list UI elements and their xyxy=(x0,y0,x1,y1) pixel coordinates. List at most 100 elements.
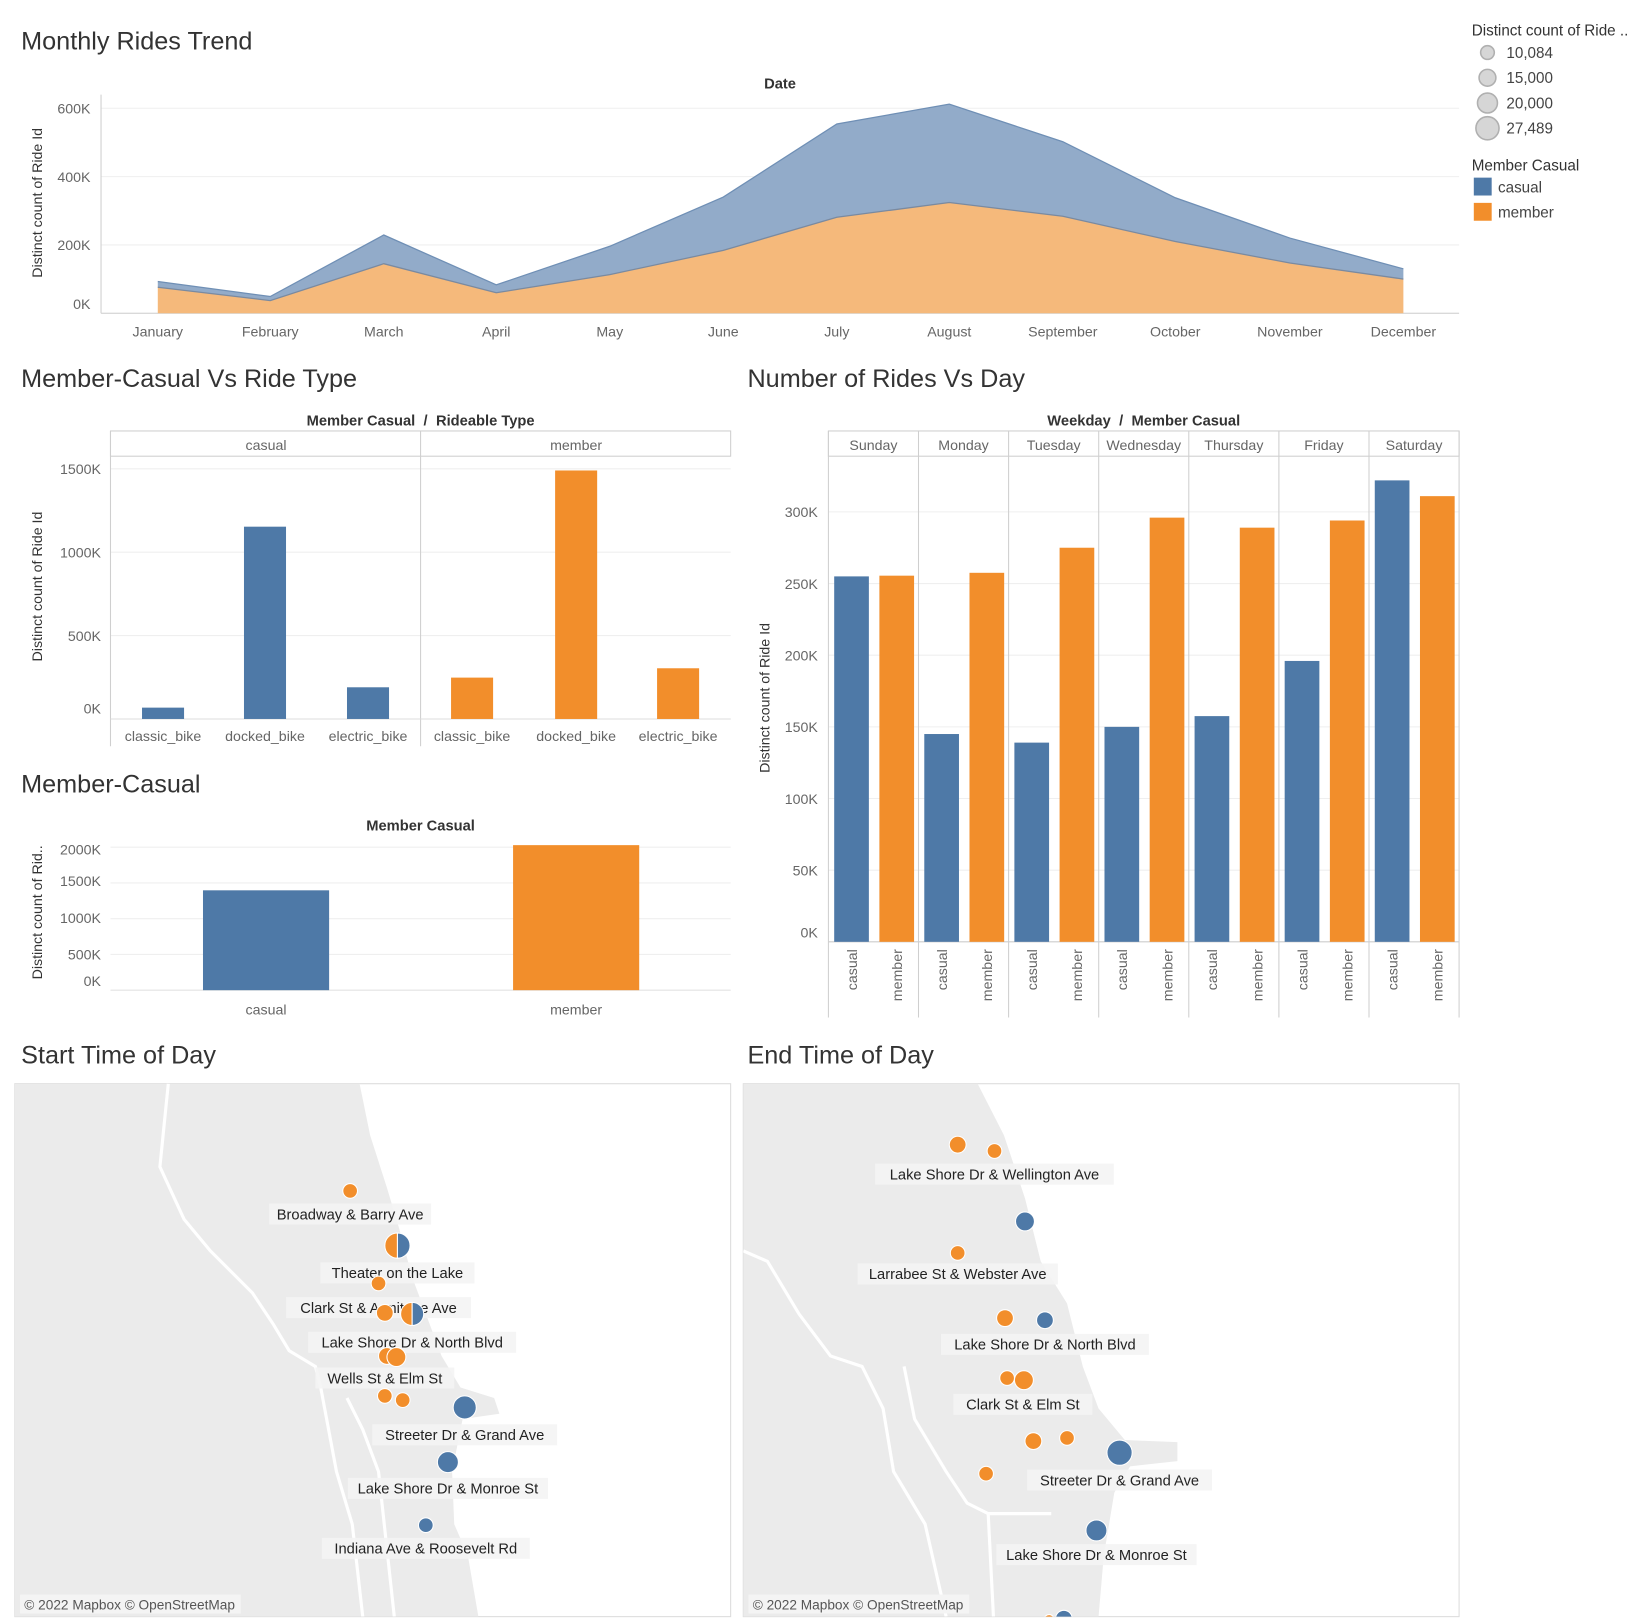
data-point-member[interactable] xyxy=(156,285,160,289)
bar-friday-member[interactable] xyxy=(1329,520,1365,942)
bar-member-electric_bike[interactable] xyxy=(657,668,700,719)
station-marker-casual[interactable] xyxy=(1085,1519,1108,1542)
station-marker-casual[interactable] xyxy=(417,1517,434,1534)
station-marker-casual[interactable] xyxy=(396,1232,411,1259)
data-point-member[interactable] xyxy=(494,291,498,295)
data-point-member[interactable] xyxy=(947,200,951,204)
size-legend-circle-icon[interactable] xyxy=(1476,92,1499,114)
bar-wednesday-member[interactable] xyxy=(1149,517,1185,942)
swatch-casual[interactable] xyxy=(1473,177,1492,196)
bar-thursday-member[interactable] xyxy=(1239,527,1275,942)
station-marker-member[interactable] xyxy=(949,1245,966,1261)
bar-casual-classic_bike[interactable] xyxy=(142,707,185,719)
station-marker-member[interactable] xyxy=(1013,1370,1034,1391)
size-legend[interactable]: 10,084 15,000 20,000 27,489 xyxy=(1475,44,1554,141)
station-marker-member[interactable] xyxy=(996,1309,1014,1328)
bar-saturday-casual[interactable] xyxy=(1374,480,1410,942)
size-legend-label: 15,000 xyxy=(1506,70,1553,87)
color-legend[interactable]: casual member xyxy=(1473,177,1554,222)
bar-casual-docked_bike[interactable] xyxy=(243,526,287,719)
station-marker-casual[interactable] xyxy=(452,1395,477,1420)
bar-plot: 0K 500K 1000K 1500K 2000K casual member xyxy=(60,843,731,1018)
end-map[interactable]: Lake Shore Dr & Wellington Ave Larrabee S… xyxy=(742,1083,1460,1624)
color-legend-label: member xyxy=(1498,205,1554,222)
river-road-line xyxy=(902,1366,996,1617)
station-label: Lake Shore Dr & North Blvd xyxy=(321,1336,502,1352)
station-marker-member[interactable] xyxy=(394,1392,411,1408)
station-marker-casual[interactable] xyxy=(1036,1311,1054,1330)
data-point-member[interactable] xyxy=(382,262,386,266)
station-marker-member[interactable] xyxy=(342,1183,359,1199)
station-marker-member[interactable] xyxy=(375,1303,394,1322)
data-point-casual[interactable] xyxy=(268,294,272,298)
station-marker-casual[interactable] xyxy=(1055,1609,1073,1624)
bar-friday-casual[interactable] xyxy=(1284,660,1320,942)
station-marker-casual[interactable] xyxy=(1014,1211,1035,1232)
bar-plot: 0K 500K 1000K 1500K casual classic_bike docked… xyxy=(60,430,732,747)
size-legend-circle-icon[interactable] xyxy=(1475,115,1500,141)
size-legend-circle-icon[interactable] xyxy=(1479,44,1496,61)
bar-casual[interactable] xyxy=(202,890,330,991)
data-point-casual[interactable] xyxy=(835,122,839,126)
data-point-casual[interactable] xyxy=(1061,140,1065,144)
header-part: Member Casual xyxy=(307,414,416,430)
data-point-member[interactable] xyxy=(1288,261,1292,265)
station-marker-member[interactable] xyxy=(400,1301,413,1327)
data-point-member[interactable] xyxy=(608,273,612,277)
size-legend-circle-icon[interactable] xyxy=(1478,68,1497,87)
station-marker-member[interactable] xyxy=(386,1347,407,1367)
bar-sunday-member[interactable] xyxy=(879,575,915,942)
y-tick-label: 200K xyxy=(57,238,91,254)
station-marker-casual[interactable] xyxy=(436,1451,459,1474)
bar-monday-casual[interactable] xyxy=(924,734,959,942)
bar-monday-member[interactable] xyxy=(969,572,1005,942)
data-point-member[interactable] xyxy=(721,248,725,252)
bar-member-docked_bike[interactable] xyxy=(555,470,598,719)
bar-sunday-casual[interactable] xyxy=(834,576,869,942)
bar-saturday-member[interactable] xyxy=(1419,496,1455,942)
y-tick-label: 500K xyxy=(68,948,102,964)
data-point-casual[interactable] xyxy=(1173,196,1177,200)
station-marker-member[interactable] xyxy=(1059,1430,1075,1446)
station-label: Lake Shore Dr & Monroe St xyxy=(358,1482,539,1498)
data-point-casual[interactable] xyxy=(721,195,725,199)
station-label: Theater on the Lake xyxy=(332,1266,464,1282)
bar-thursday-casual[interactable] xyxy=(1194,716,1230,942)
chart-title: Number of Rides Vs Day xyxy=(747,365,1025,393)
data-point-member[interactable] xyxy=(268,298,272,302)
bar-member-classic_bike[interactable] xyxy=(451,677,494,719)
station-marker-casual[interactable] xyxy=(1106,1439,1133,1466)
data-point-member[interactable] xyxy=(1061,214,1065,218)
data-point-casual[interactable] xyxy=(947,102,951,106)
data-point-casual[interactable] xyxy=(1401,267,1405,271)
station-marker-member[interactable] xyxy=(986,1143,1003,1159)
bar-wednesday-casual[interactable] xyxy=(1104,726,1140,942)
data-point-casual[interactable] xyxy=(382,233,386,237)
bar-tuesday-member[interactable] xyxy=(1059,547,1095,942)
bar-casual-electric_bike[interactable] xyxy=(346,687,390,719)
station-marker-member[interactable] xyxy=(978,1465,994,1482)
station-marker-member[interactable] xyxy=(1024,1432,1043,1451)
end-map-section: End Time of Day Lake Shore Dr & Wellingt… xyxy=(742,1042,1460,1624)
data-point-member[interactable] xyxy=(835,215,839,219)
station-marker-member[interactable] xyxy=(999,1370,1015,1386)
x-tick-label: casual xyxy=(935,949,951,990)
station-marker-member[interactable] xyxy=(370,1275,387,1292)
data-point-casual[interactable] xyxy=(1288,236,1292,240)
y-tick-label: 100K xyxy=(785,792,819,808)
label-background xyxy=(940,1333,1149,1355)
data-point-member[interactable] xyxy=(1401,277,1405,281)
bar-member[interactable] xyxy=(513,845,640,991)
station-marker-member[interactable] xyxy=(948,1135,967,1154)
station-marker-member[interactable] xyxy=(376,1388,393,1404)
data-point-casual[interactable] xyxy=(156,279,160,283)
bar-tuesday-casual[interactable] xyxy=(1014,742,1050,942)
data-point-casual[interactable] xyxy=(494,283,498,287)
data-point-member[interactable] xyxy=(1173,239,1177,243)
data-point-casual[interactable] xyxy=(608,244,612,248)
swatch-member[interactable] xyxy=(1473,202,1492,221)
station-marker-casual[interactable] xyxy=(411,1301,425,1327)
station-marker-member[interactable] xyxy=(384,1232,398,1259)
station-marker-member[interactable] xyxy=(1044,1614,1055,1624)
